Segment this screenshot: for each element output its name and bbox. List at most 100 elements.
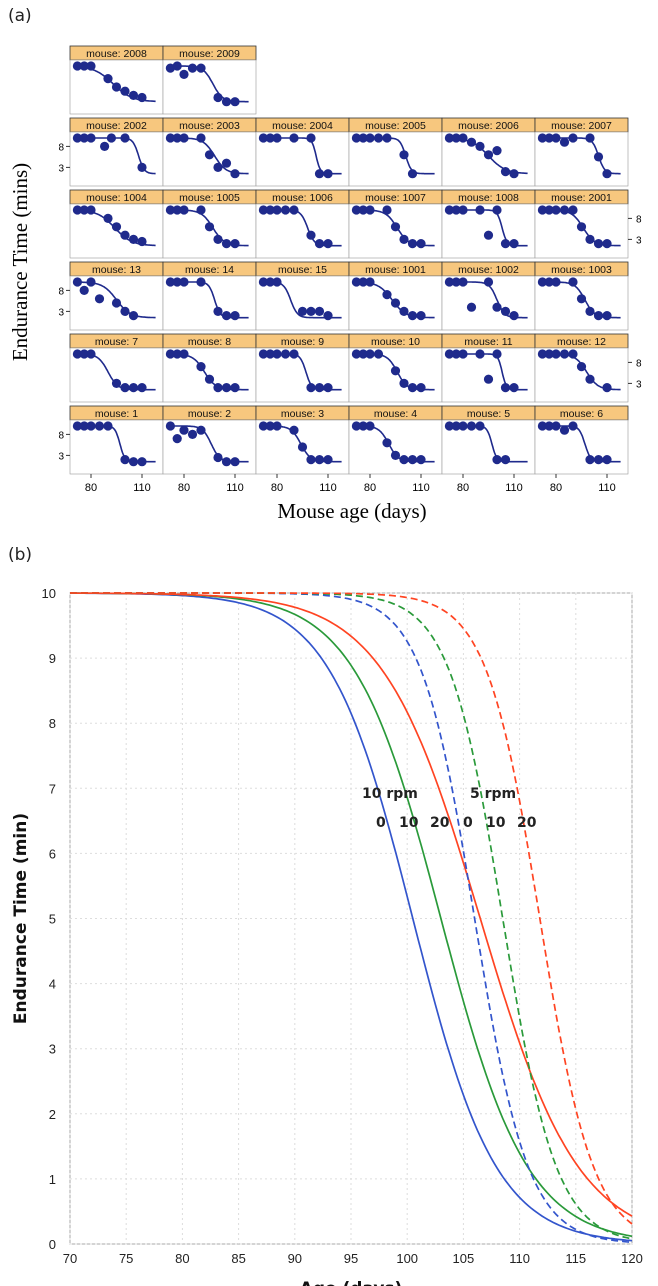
panel-strip-label: mouse: 2007 xyxy=(551,120,612,132)
data-point xyxy=(407,383,418,393)
data-point xyxy=(444,133,454,143)
data-point xyxy=(314,455,325,465)
data-point xyxy=(544,133,554,143)
panel-strip-label: mouse: 3 xyxy=(281,408,324,420)
panel-strip-label: mouse: 2001 xyxy=(551,192,612,204)
panel-strip-label: mouse: 1004 xyxy=(86,192,147,204)
x-tick-label: 80 xyxy=(457,482,469,494)
data-point xyxy=(559,349,570,359)
panel-strip-label: mouse: 1007 xyxy=(365,192,426,204)
data-point xyxy=(272,277,282,287)
mouse-panel: mouse: 9 xyxy=(255,333,350,403)
data-point xyxy=(351,349,361,359)
data-point xyxy=(172,277,182,287)
data-point xyxy=(196,63,206,73)
data-point xyxy=(137,162,147,172)
data-point xyxy=(306,383,316,393)
data-point xyxy=(79,421,89,431)
mouse-panel: mouse: 15 xyxy=(255,261,350,331)
data-point xyxy=(297,306,308,316)
data-point xyxy=(86,205,96,215)
x-tick-label: 115 xyxy=(565,1251,586,1266)
data-point xyxy=(120,133,130,143)
data-point xyxy=(537,421,548,431)
panel-strip-label: mouse: 6 xyxy=(560,408,603,420)
data-point xyxy=(79,133,89,143)
y-tick-label: 8 xyxy=(58,430,64,441)
panel-strip-label: mouse: 2006 xyxy=(458,120,519,132)
x-axis-label: Mouse age (days) xyxy=(277,499,426,523)
data-point xyxy=(106,133,116,143)
data-point xyxy=(306,133,316,143)
mouse-panel: mouse: 2008 xyxy=(69,45,164,115)
data-point xyxy=(568,205,578,215)
y-tick-label: 8 xyxy=(58,286,64,297)
x-tick-label: 100 xyxy=(396,1251,418,1266)
data-point xyxy=(79,61,89,71)
data-point xyxy=(306,230,316,240)
data-point xyxy=(172,205,182,215)
data-point xyxy=(165,421,175,431)
panel-strip-label: mouse: 10 xyxy=(371,336,420,348)
data-point xyxy=(323,455,333,465)
panel-strip-label: mouse: 1001 xyxy=(365,264,426,276)
data-point xyxy=(137,92,147,103)
data-point xyxy=(323,239,333,249)
series-line xyxy=(70,592,633,1225)
mouse-panel: mouse: 1001 xyxy=(348,261,443,331)
mouse-panel: mouse: 1 xyxy=(69,405,164,475)
y-tick-label: 8 xyxy=(49,716,56,731)
data-point xyxy=(458,133,468,143)
curve-annotation: 5 rpm xyxy=(470,786,516,802)
x-tick-label: 95 xyxy=(344,1251,358,1266)
panel-strip-label: mouse: 1002 xyxy=(458,264,519,276)
y-tick-label: 3 xyxy=(58,307,64,318)
data-point xyxy=(196,277,206,287)
data-point xyxy=(314,169,325,179)
y-tick-label: 10 xyxy=(42,586,56,601)
data-point xyxy=(458,205,468,215)
data-point xyxy=(483,277,494,287)
data-point xyxy=(451,349,461,359)
data-point xyxy=(492,349,502,359)
data-point xyxy=(585,306,595,316)
mouse-panel: mouse: 2007 xyxy=(534,117,629,187)
data-point xyxy=(585,455,595,465)
x-tick-label: 80 xyxy=(178,482,190,494)
data-point xyxy=(399,455,409,465)
data-point xyxy=(128,457,139,467)
data-point xyxy=(458,349,468,359)
data-point xyxy=(72,61,82,71)
data-point xyxy=(289,349,299,359)
mouse-panel: mouse: 1004 xyxy=(69,189,164,259)
data-point xyxy=(165,133,175,143)
y-tick-label: 3 xyxy=(58,163,64,174)
mouse-panel: mouse: 1005 xyxy=(162,189,257,259)
data-point xyxy=(179,205,189,215)
data-point xyxy=(576,294,587,304)
data-point xyxy=(314,239,325,249)
data-point xyxy=(602,455,612,465)
data-point xyxy=(196,425,206,435)
y-tick-label: 8 xyxy=(636,214,642,225)
mouse-panel: mouse: 2004 xyxy=(255,117,350,187)
data-point xyxy=(602,383,612,393)
data-point xyxy=(551,277,561,287)
data-point xyxy=(373,133,384,143)
data-point xyxy=(111,82,122,92)
data-point xyxy=(265,277,275,287)
data-point xyxy=(466,421,477,431)
data-point xyxy=(213,452,223,463)
data-point xyxy=(451,421,461,431)
data-point xyxy=(258,277,268,287)
data-point xyxy=(365,205,375,215)
data-point xyxy=(351,205,361,215)
mouse-panel: mouse: 11 xyxy=(441,333,536,403)
mouse-panel: mouse: 12 xyxy=(534,333,629,403)
data-point xyxy=(509,169,519,179)
mouse-panel: mouse: 2006 xyxy=(441,117,536,187)
data-point xyxy=(500,239,511,249)
data-point xyxy=(265,421,275,431)
data-point xyxy=(297,442,308,452)
y-tick-label: 2 xyxy=(49,1107,56,1122)
